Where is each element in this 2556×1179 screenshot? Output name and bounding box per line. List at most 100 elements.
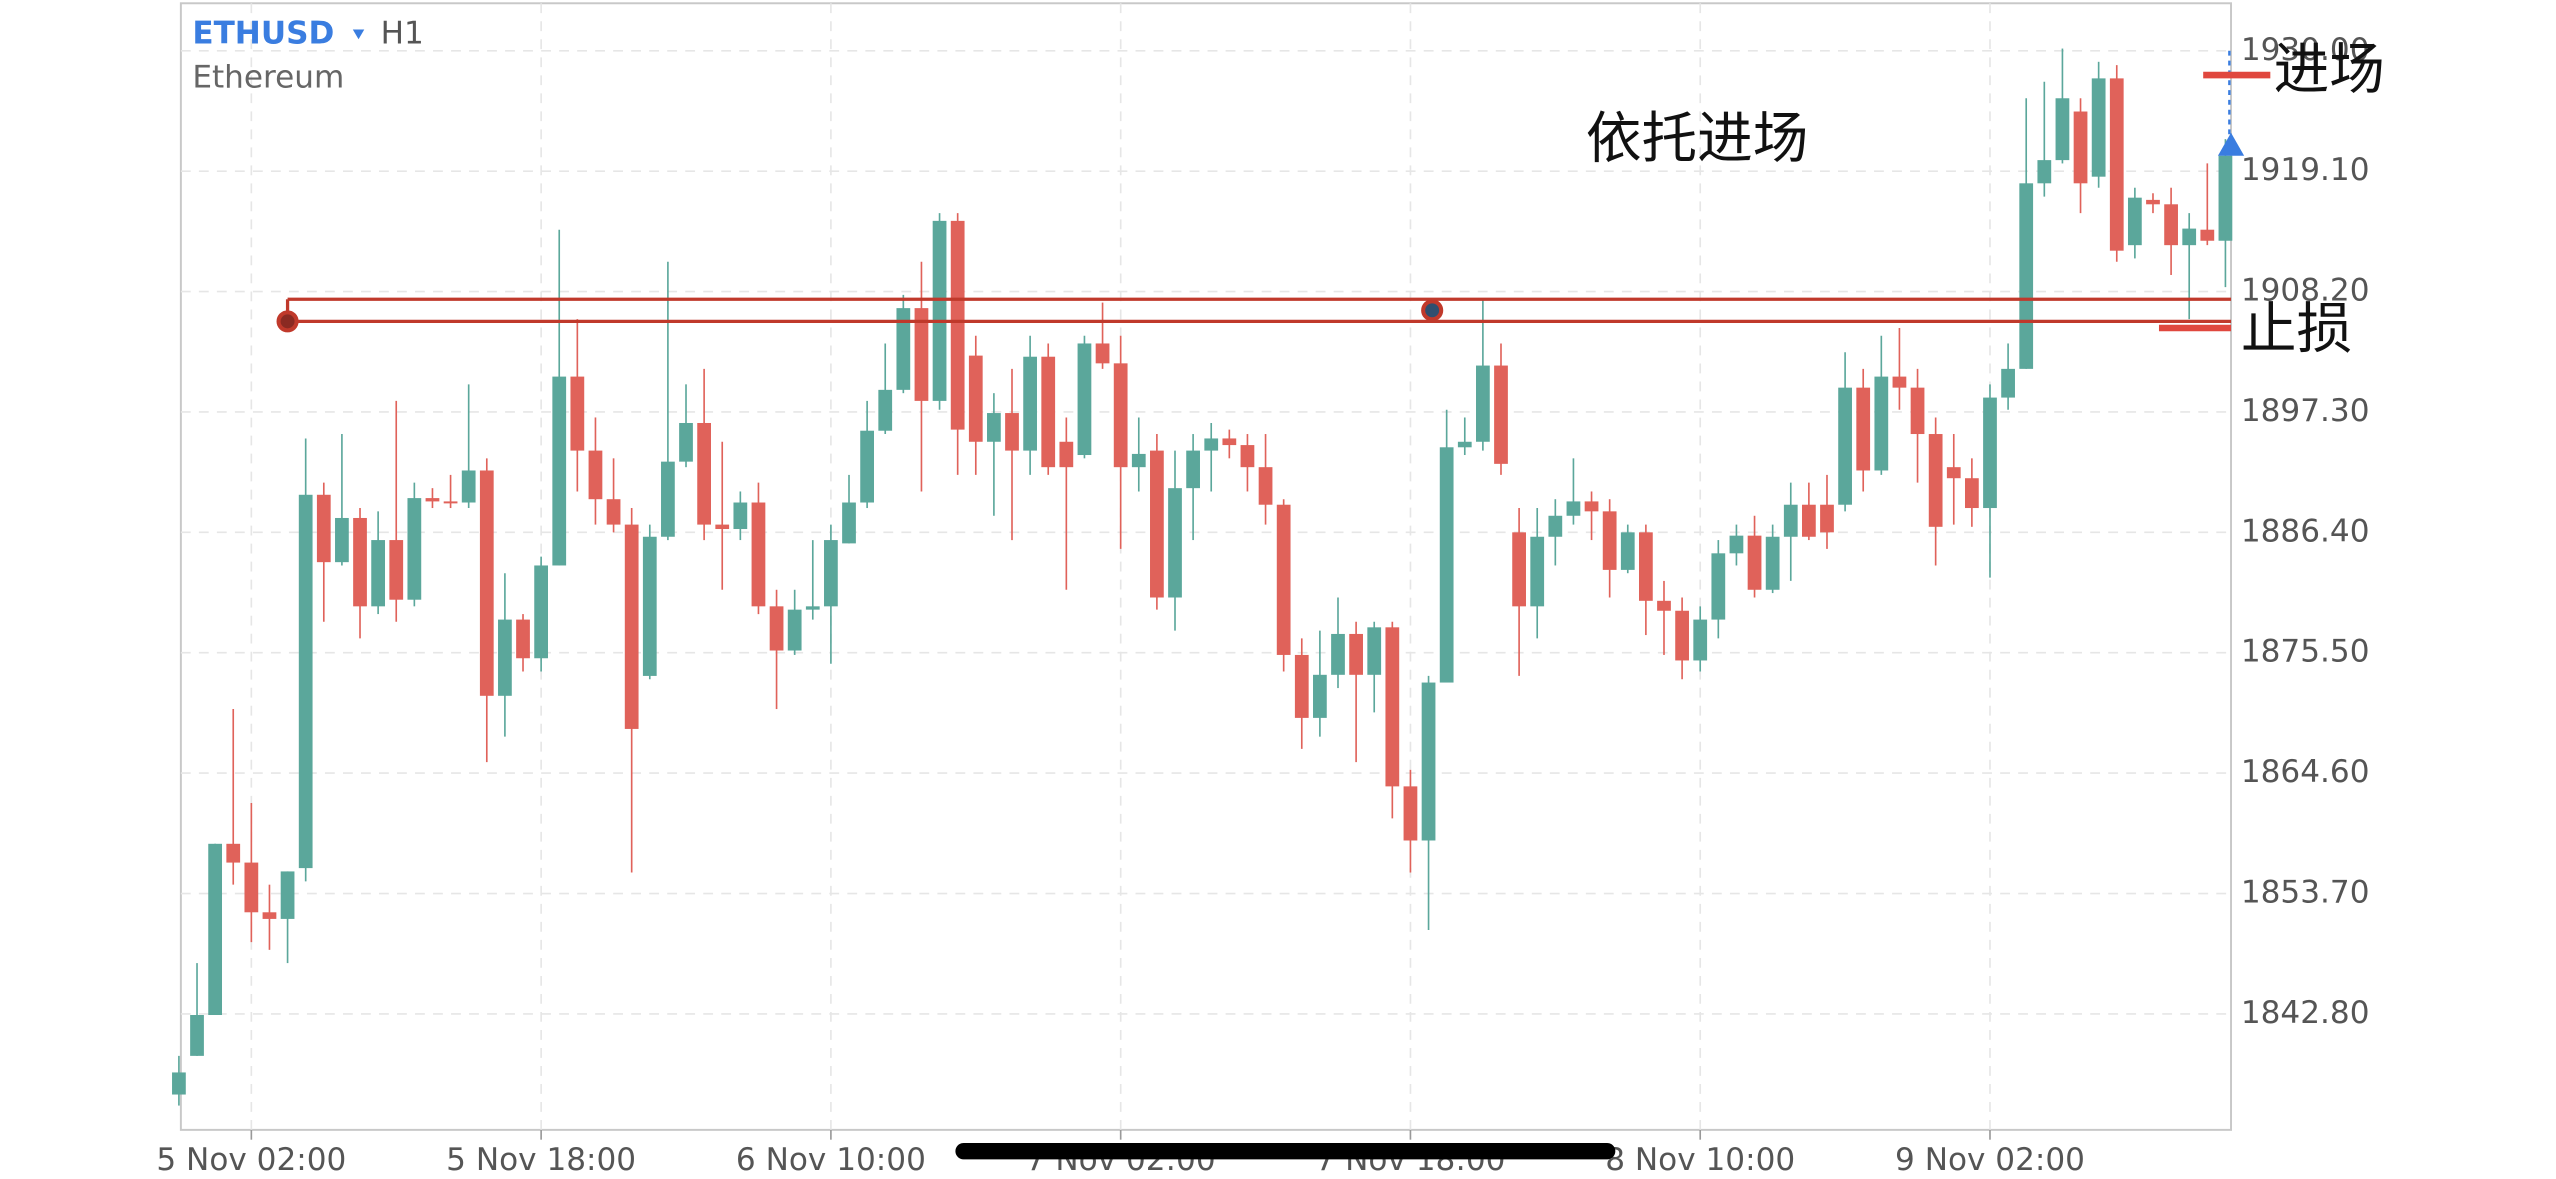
candle-body <box>1476 365 1490 442</box>
candle-body <box>769 606 784 651</box>
candle-body <box>697 422 711 525</box>
candle-body <box>2182 228 2197 246</box>
candle-body <box>172 1072 186 1095</box>
candle-body <box>787 609 802 651</box>
candle-body <box>1747 535 1762 590</box>
candle-body <box>1313 674 1327 718</box>
candle-body <box>606 499 621 525</box>
candle-body <box>1964 478 1979 509</box>
candle-body <box>1783 504 1798 537</box>
candle-body <box>570 376 585 451</box>
candle-body <box>1421 682 1436 841</box>
candle-body <box>1059 441 1074 468</box>
candle-body <box>552 376 567 566</box>
candle-body <box>1711 553 1726 620</box>
candle-body <box>842 502 856 544</box>
candle-body <box>1856 387 1871 471</box>
candle-body <box>1512 532 1526 607</box>
candle-body <box>208 843 223 1016</box>
candle-body <box>1023 356 1037 451</box>
candle-body <box>280 871 295 919</box>
candle-body <box>1584 501 1599 512</box>
entry-label: 进场 <box>2274 38 2385 103</box>
symbol-dropdown[interactable] <box>352 29 365 40</box>
candle-body <box>1657 600 1671 611</box>
candle-body <box>1204 438 1219 451</box>
candle-body <box>389 540 404 600</box>
candle-body <box>1095 343 1110 364</box>
candle-body <box>1838 387 1852 505</box>
candle-body <box>316 494 331 563</box>
candle-body <box>226 843 241 863</box>
candle-body <box>1802 504 1816 537</box>
candle-body <box>878 389 893 431</box>
candle-body <box>1820 504 1834 533</box>
candle-body <box>1874 376 1889 471</box>
candle-body <box>642 536 657 676</box>
candle-body <box>1675 610 1689 661</box>
candle-body <box>335 517 349 563</box>
candle-body <box>1620 532 1635 570</box>
candle-body <box>1385 627 1400 787</box>
candle-body <box>2200 229 2215 241</box>
candle-body <box>1077 343 1092 456</box>
candle-body <box>516 619 530 659</box>
x-tick-label: 8 Nov 10:00 <box>1605 1142 1795 1178</box>
candle-body <box>479 470 494 696</box>
timeframe[interactable]: H1 <box>381 15 424 51</box>
candle-body <box>2001 368 2015 398</box>
candle-body <box>968 355 983 442</box>
candle-body <box>1240 445 1255 468</box>
candle-body <box>1602 511 1617 570</box>
candle-body <box>190 1015 204 1056</box>
candle-body <box>1729 535 1744 554</box>
candle-body <box>860 430 874 503</box>
candle-body <box>2109 78 2124 251</box>
candle-body <box>1910 387 1925 435</box>
y-tick-label: 1930.00 <box>2241 32 2370 68</box>
stop-label: 止损 <box>2241 297 2352 362</box>
candle-body <box>1693 619 1708 661</box>
candle-body <box>824 540 838 607</box>
x-tick-label: 5 Nov 02:00 <box>156 1142 346 1178</box>
candle-body <box>751 502 766 607</box>
candle-body <box>896 308 911 390</box>
candle-body <box>262 912 277 919</box>
candle-body <box>733 502 748 530</box>
y-tick-label: 1919.10 <box>2241 152 2370 188</box>
candle-body <box>1131 453 1146 468</box>
candle-body <box>1349 633 1363 675</box>
candle-body <box>2127 197 2142 246</box>
candle-body <box>1186 450 1200 489</box>
candle-body <box>1530 536 1545 607</box>
candle-body <box>932 220 947 401</box>
candle-body <box>715 524 730 530</box>
candle-body <box>2073 111 2088 184</box>
candle-body <box>987 413 1001 442</box>
candle-body <box>244 862 259 913</box>
candle-body <box>425 498 440 502</box>
home-indicator <box>955 1142 1616 1160</box>
candle-body <box>1331 633 1345 675</box>
candle-body <box>588 450 603 500</box>
candle-body <box>1892 376 1907 388</box>
candle-body <box>407 498 422 600</box>
candle-body <box>371 540 386 607</box>
last-price-arrow <box>2217 132 2245 156</box>
candle-body <box>950 220 965 430</box>
y-tick-label: 1842.80 <box>2241 995 2370 1031</box>
candle-body <box>2218 155 2233 241</box>
candle-body <box>2055 98 2070 161</box>
candles <box>172 48 2233 1106</box>
y-tick-label: 1864.60 <box>2241 754 2370 790</box>
candle-body <box>298 494 313 869</box>
y-tick-label: 1875.50 <box>2241 634 2370 670</box>
candle-body <box>1403 786 1418 841</box>
symbol[interactable]: ETHUSD <box>192 15 334 51</box>
candle-body <box>498 619 512 696</box>
y-tick-label: 1853.70 <box>2241 875 2370 911</box>
x-tick-label: 6 Nov 10:00 <box>736 1142 926 1178</box>
